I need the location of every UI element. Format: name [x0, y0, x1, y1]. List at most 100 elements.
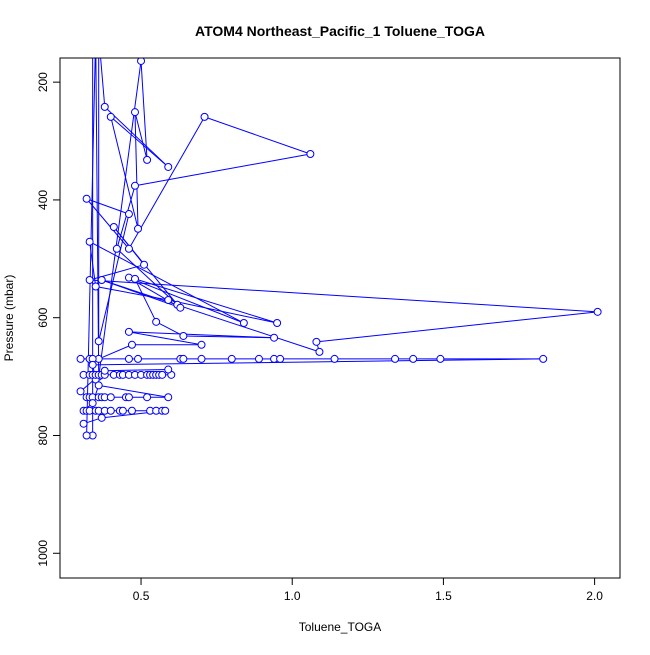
data-point: [164, 365, 173, 374]
series-segment: [98, 384, 169, 398]
data-point: [176, 303, 185, 312]
data-point: [130, 181, 139, 190]
data-point: [227, 354, 236, 363]
data-point: [140, 260, 149, 269]
data-point: [436, 354, 445, 363]
series-segment: [89, 241, 97, 287]
data-point: [391, 354, 400, 363]
data-point: [306, 149, 315, 158]
data-point: [137, 58, 146, 65]
series-segment: [104, 106, 169, 168]
data-point: [124, 354, 133, 363]
data-point: [130, 108, 139, 117]
data-point: [254, 354, 263, 363]
data-point: [130, 274, 139, 283]
data-point: [100, 366, 109, 375]
series-segment: [128, 116, 205, 250]
data-point: [94, 381, 103, 390]
x-axis-label: Toluene_TOGA: [299, 620, 382, 634]
data-point: [85, 237, 94, 246]
series-segment: [98, 213, 130, 342]
data-point: [593, 307, 602, 316]
series-segment: [316, 311, 598, 343]
series-segment: [134, 153, 311, 187]
data-point: [164, 162, 173, 171]
series-segment: [86, 58, 96, 436]
data-point: [152, 317, 161, 326]
data-point: [127, 340, 136, 349]
y-tick-label: 200: [36, 72, 50, 92]
data-point: [127, 406, 136, 415]
series-segment: [116, 185, 136, 249]
data-point: [106, 406, 115, 415]
series-points: [76, 32, 602, 440]
series-segment: [92, 358, 544, 366]
data-point: [92, 32, 99, 39]
series-segment: [110, 116, 169, 168]
series-segment: [168, 299, 278, 324]
data-point: [539, 354, 548, 363]
y-ticks: 200 400 600 800 1000: [36, 72, 60, 567]
series-segment: [89, 241, 245, 324]
y-tick-label: 400: [36, 190, 50, 210]
data-point: [134, 224, 143, 233]
data-point: [94, 337, 103, 346]
data-point: [143, 393, 152, 402]
data-point: [276, 354, 285, 363]
data-point: [109, 223, 118, 232]
data-point: [273, 319, 282, 328]
data-point: [409, 354, 418, 363]
data-point: [124, 327, 133, 336]
data-point: [97, 276, 106, 285]
series-segment: [89, 279, 598, 313]
data-point: [106, 112, 115, 121]
series-segment: [110, 116, 139, 229]
plot-frame: [59, 57, 621, 579]
data-point: [106, 393, 115, 402]
series-segment: [204, 116, 311, 155]
series-segment: [128, 277, 181, 309]
series-segment: [86, 198, 130, 215]
x-tick-label: 1.0: [284, 589, 301, 603]
data-point: [330, 354, 339, 363]
data-point: [143, 155, 152, 164]
data-point: [79, 419, 88, 428]
data-point: [95, 32, 102, 39]
data-point: [239, 319, 248, 328]
data-point: [89, 32, 96, 39]
data-point: [76, 387, 85, 396]
data-point: [124, 393, 133, 402]
x-tick-label: 1.5: [435, 589, 452, 603]
x-tick-label: 2.0: [586, 589, 603, 603]
data-point: [197, 354, 206, 363]
series-segment: [98, 344, 133, 360]
series-segment: [128, 331, 202, 346]
series-segment: [104, 369, 169, 372]
series-segment: [134, 278, 157, 323]
series-segment: [134, 112, 139, 229]
y-tick-label: 600: [36, 307, 50, 327]
y-tick-label: 1000: [36, 540, 50, 567]
series-segment: [86, 198, 130, 250]
data-point: [85, 276, 94, 285]
chart-title: ATOM4 Northeast_Pacific_1 Toluene_TOGA: [195, 23, 485, 39]
data-point: [124, 210, 133, 219]
data-point: [164, 393, 173, 402]
series-segment: [134, 278, 278, 324]
data-point: [112, 244, 121, 253]
data-point: [88, 360, 97, 369]
data-point: [197, 340, 206, 349]
series-segment: [128, 331, 275, 339]
series-segment: [140, 60, 148, 160]
data-point: [179, 331, 188, 340]
data-point: [312, 337, 321, 346]
data-point: [161, 406, 170, 415]
y-tick-label: 800: [36, 425, 50, 445]
series-segment: [95, 58, 100, 377]
data-point: [158, 370, 167, 379]
data-point: [200, 112, 209, 121]
series-segment: [134, 112, 148, 161]
data-point: [82, 194, 91, 203]
data-point: [91, 282, 100, 291]
data-point: [164, 296, 173, 305]
